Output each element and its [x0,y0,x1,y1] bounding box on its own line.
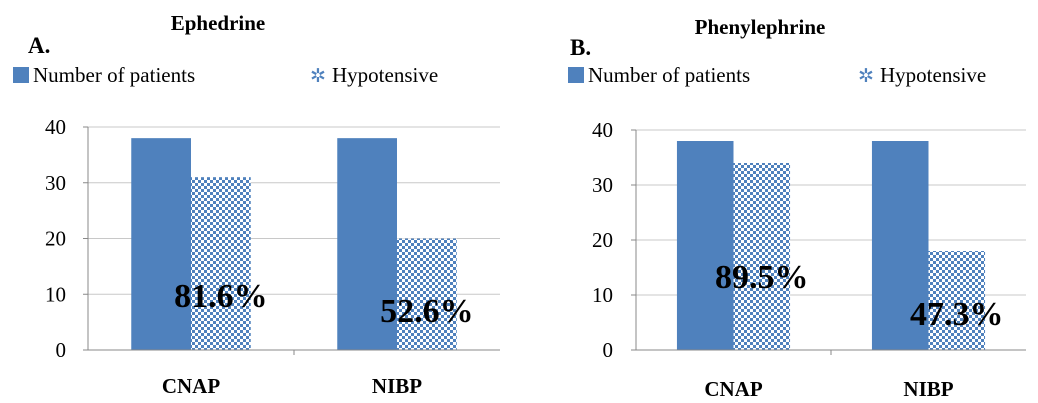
percentage-annotation: 81.6% [174,278,268,315]
bar-hypotensive-nibp [928,251,986,350]
chart-title: Phenylephrine [695,15,826,39]
percentage-annotation: 89.5% [715,259,809,296]
y-tick-label: 10 [592,283,613,307]
percentage-annotation: 52.6% [380,293,474,330]
panel-label: B. [570,35,591,60]
legend: Number of patients ✲ Hypotensive [568,63,986,87]
y-tick-label: 0 [603,338,614,362]
y-tick-label: 40 [592,118,613,142]
y-tick-label: 20 [45,227,66,251]
legend-swatch-number-of-patients [568,67,584,83]
y-tick-label: 20 [592,228,613,252]
annotations: 81.6% 52.6% [174,278,474,330]
annotations: 89.5% 47.3% [715,259,1004,333]
chart-title: Ephedrine [171,11,266,35]
bar-hypotensive-cnap [191,177,251,350]
bars [131,138,457,350]
x-tick-label: CNAP [704,377,762,401]
x-axis: CNAP NIBP [88,349,500,398]
legend: Number of patients ✲ Hypotensive [13,63,438,87]
legend-swatch-hypotensive: ✲ [310,66,326,87]
chart-ephedrine: Ephedrine A. Number of patients ✲ Hypote… [13,11,500,398]
bar-number-of-patients-nibp [871,141,929,350]
y-tick-label: 0 [56,338,67,362]
bar-number-of-patients-nibp [337,138,397,350]
y-tick-label: 30 [45,171,66,195]
x-tick-label: NIBP [372,374,422,398]
bar-number-of-patients-cnap [131,138,191,350]
legend-label-hypotensive: Hypotensive [880,63,986,87]
panel-label: A. [28,33,50,58]
legend-swatch-number-of-patients [13,67,29,83]
legend-label-hypotensive: Hypotensive [332,63,438,87]
legend-label-number-of-patients: Number of patients [588,63,750,87]
legend-label-number-of-patients: Number of patients [33,63,195,87]
percentage-annotation: 47.3% [910,296,1004,333]
bar-hypotensive-nibp [397,238,457,350]
bar-number-of-patients-cnap [676,141,734,350]
y-axis: 0 10 20 30 40 [592,118,637,362]
y-tick-label: 30 [592,173,613,197]
chart-phenylephrine: Phenylephrine B. Number of patients ✲ Hy… [568,15,1026,401]
legend-swatch-hypotensive: ✲ [858,66,874,87]
x-tick-label: NIBP [903,377,953,401]
x-tick-label: CNAP [162,374,220,398]
y-axis: 0 10 20 30 40 [45,115,89,362]
bars [676,141,986,350]
x-axis: CNAP NIBP [636,349,1026,401]
y-tick-label: 40 [45,115,66,139]
bar-hypotensive-cnap [733,163,791,350]
y-tick-label: 10 [45,282,66,306]
